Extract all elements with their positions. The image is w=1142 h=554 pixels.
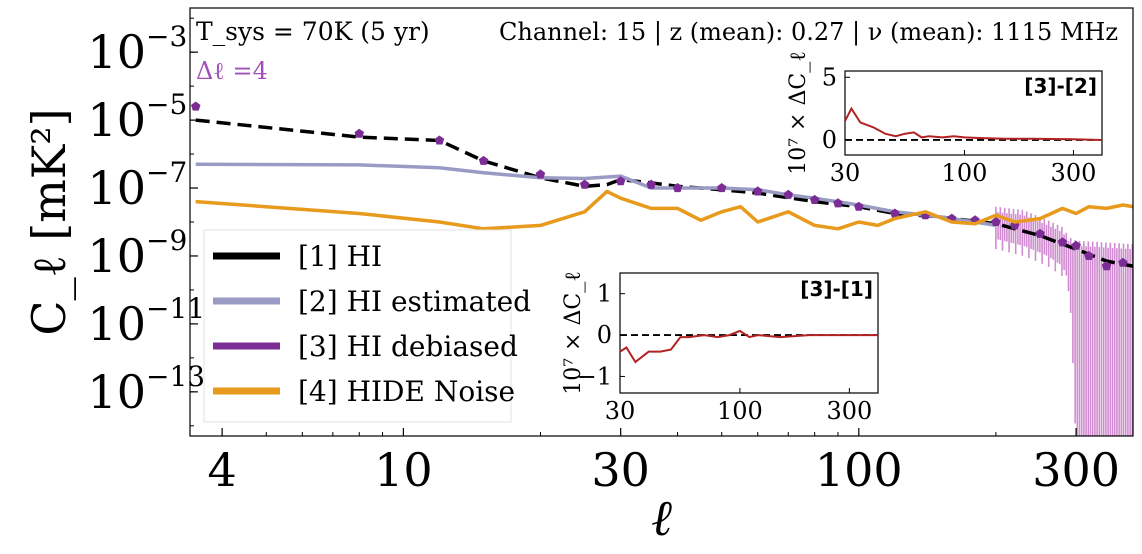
debiased-point — [535, 169, 546, 179]
inset-frame — [619, 272, 879, 394]
debiased-point — [854, 201, 864, 211]
inset-x-tick-label: 100 — [942, 159, 988, 187]
debiased-point — [646, 179, 656, 189]
inset-frame — [844, 70, 1103, 156]
inset-x-tick-label: 100 — [717, 397, 763, 425]
inset-x-tick-label: 30 — [830, 159, 861, 187]
inset-y-label: 10⁷ × ΔC_ℓ — [786, 51, 811, 175]
inset-y-tick-label: 5 — [822, 63, 837, 91]
debiased-point — [1118, 257, 1128, 267]
debiased-point — [833, 198, 843, 208]
y-tick-exponent: −11 — [146, 292, 205, 325]
y-tick-exponent: −5 — [146, 88, 187, 121]
series-line-2 — [195, 162, 997, 228]
inset-x-tick-label: 300 — [826, 397, 872, 425]
inset-difference-line — [844, 106, 1103, 141]
debiased-point — [1071, 240, 1081, 250]
y-tick-exponent: −7 — [146, 156, 187, 189]
debiased-point — [615, 176, 626, 186]
debiased-point — [579, 179, 590, 189]
x-tick-label: 100 — [815, 443, 903, 497]
debiased-point — [1101, 261, 1112, 271]
debiased-point — [717, 183, 727, 193]
debiased-point — [478, 155, 489, 165]
debiased-point — [991, 217, 1001, 226]
y-tick-exponent: −9 — [146, 224, 187, 257]
y-tick-label: 10 — [87, 297, 146, 351]
inset-x-tick-label: 300 — [1051, 159, 1097, 187]
x-tick-label: 10 — [374, 443, 433, 497]
legend: [1] HI [2] HI estimated [3] HI debiased [4]… — [203, 229, 531, 423]
y-tick-label: 10 — [87, 161, 146, 215]
inset-title: [3]-[1] — [800, 277, 873, 301]
inset-x-tick-label: 30 — [605, 397, 636, 425]
tsys-annotation: T_sys = 70K (5 yr) — [196, 17, 430, 46]
series-line-4 — [195, 189, 1133, 231]
y-axis-label: C_ℓ [mK²] — [22, 108, 76, 335]
y-tick-label: 10 — [87, 93, 146, 147]
y-tick-label: 10 — [87, 229, 146, 283]
debiased-point — [890, 208, 900, 218]
delta-ell-annotation: Δℓ =4 — [196, 57, 268, 85]
legend-label: [1] HI — [298, 240, 382, 273]
debiased-point — [753, 186, 763, 196]
y-tick-label: 10 — [87, 365, 146, 419]
y-tick-label: 10 — [87, 25, 146, 79]
debiased-point — [354, 128, 364, 138]
inset-y-label: 10⁷ × ΔC_ℓ — [561, 271, 586, 395]
debiased-point — [672, 183, 683, 193]
plot-area — [191, 101, 1133, 436]
inset-y-tick-label: 0 — [822, 126, 837, 154]
main-plot — [191, 101, 1133, 436]
x-tick-label: 4 — [208, 443, 237, 497]
inset-title: [3]-[2] — [1024, 74, 1097, 98]
debiased-point — [191, 101, 201, 111]
legend-label: [4] HIDE Noise — [298, 375, 515, 408]
debiased-point — [1084, 251, 1094, 260]
inset-difference-line — [619, 329, 878, 364]
inset-y-tick-label: 1 — [597, 280, 612, 308]
inset-y-tick-label: 0 — [597, 321, 612, 349]
y-tick-exponent: −13 — [146, 360, 205, 393]
debiased-point — [434, 135, 445, 145]
debiased-point — [783, 189, 793, 199]
error-band — [995, 206, 1133, 436]
annotations: T_sys = 70K (5 yr) Channel: 15 | z (mean… — [196, 17, 1118, 85]
y-tick-exponent: −3 — [146, 20, 187, 53]
legend-label: [3] HI debiased — [298, 330, 518, 363]
x-tick-label: 30 — [591, 443, 650, 497]
debiased-point — [1035, 228, 1045, 238]
inset-difference-3-2: 30 100 300 0 5 [3]-[2] 10⁷ × ΔC_ℓ — [786, 51, 1103, 187]
debiased-point — [1057, 237, 1068, 247]
legend-label: [2] HI estimated — [298, 285, 531, 318]
x-tick-label: 300 — [1032, 443, 1120, 497]
inset-y-tick-label: −1 — [577, 362, 612, 390]
channel-annotation: Channel: 15 | z (mean): 0.27 | ν (mean):… — [499, 18, 1118, 47]
inset-difference-3-1: 30 100 300 −1 0 1 [3]-[1] 10⁷ × ΔC_ℓ — [561, 271, 879, 425]
x-axis-label: ℓ — [651, 489, 672, 547]
debiased-point — [809, 194, 820, 204]
